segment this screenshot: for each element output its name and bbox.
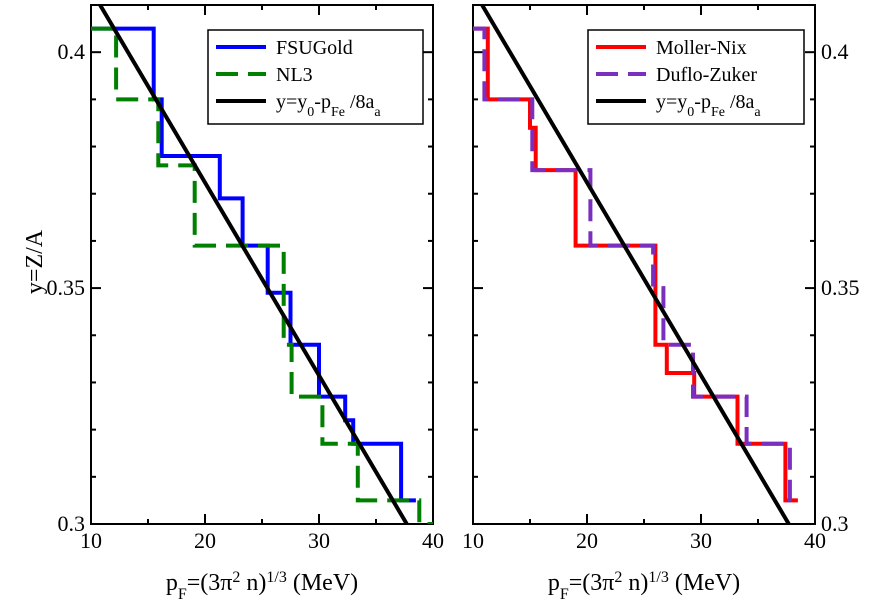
legend-label-sub: Fe: [711, 105, 725, 120]
x-title-sup: 1/3: [648, 569, 668, 586]
series-line-2: [480, 5, 791, 524]
x-title-part: p: [166, 570, 178, 596]
y-tick-label: 0.4: [58, 39, 86, 64]
x-tick-label: 20: [194, 528, 216, 553]
legend-label-0: Moller-Nix: [656, 37, 747, 59]
legend: Moller-Nix Duflo-Zuker y=y0-pFe /8aa: [587, 29, 805, 125]
x-title-sub: F: [178, 586, 187, 602]
x-title-part: n): [240, 570, 266, 596]
y-tick-label: 0.35: [821, 275, 860, 300]
y-tick-label: 0.3: [58, 511, 86, 536]
series-line-1: [91, 26, 433, 524]
x-title-part: =(3π: [569, 570, 615, 596]
x-title-part: (MeV): [287, 570, 358, 596]
legend-label-0: FSUGold: [276, 37, 353, 59]
x-axis-title: pF=(3π2 n)1/3 (MeV): [166, 569, 358, 602]
legend-label-part: -p: [694, 91, 711, 113]
x-tick-label: 30: [690, 528, 712, 553]
legend-label-part: /8a: [345, 91, 375, 113]
x-tick-label: 10: [462, 528, 484, 553]
x-tick-label: 10: [80, 528, 102, 553]
x-tick-label: 40: [422, 528, 444, 553]
legend-label-sub: Fe: [331, 105, 345, 120]
x-axis-title: pF=(3π2 n)1/3 (MeV): [548, 569, 740, 602]
x-title-part: =(3π: [187, 570, 233, 596]
legend-label-1: NL3: [276, 64, 313, 86]
x-tick-label: 30: [308, 528, 330, 553]
series-group: [91, 5, 433, 524]
legend-label-2: y=y0-pFe /8aa: [276, 91, 381, 120]
legend-label-part: y=y: [656, 91, 687, 113]
y-tick-label: 0.35: [47, 275, 86, 300]
x-title-sub: F: [560, 586, 569, 602]
y-axis-title: y=Z/A: [22, 229, 48, 294]
y-tick-label: 0.3: [821, 511, 849, 536]
legend-label-2: y=y0-pFe /8aa: [656, 91, 761, 120]
legend-label-part: y=y: [276, 91, 307, 113]
legend: FSUGold NL3 y=y0-pFe /8aa: [207, 29, 424, 125]
legend-label-sub: 0: [687, 105, 694, 120]
legend-label-sub: a: [754, 105, 761, 120]
x-title-sup: 2: [232, 569, 240, 586]
right-panel: 10 20 30 400.30.350.4Moller-NixDuflo-Zukery…: [462, 4, 860, 602]
x-title-sup: 1/3: [266, 569, 286, 586]
x-title-sup: 2: [614, 569, 622, 586]
legend-label-sub: a: [374, 105, 381, 120]
legend-label-part: /8a: [725, 91, 755, 113]
x-tick-label: 40: [804, 528, 826, 553]
series-group: [473, 5, 801, 524]
legend-label-part: -p: [314, 91, 331, 113]
x-tick-label: 20: [576, 528, 598, 553]
x-title-part: n): [622, 570, 648, 596]
legend-label-sub: 0: [307, 105, 314, 120]
legend-label-1: Duflo-Zuker: [656, 64, 757, 86]
y-tick-label: 0.4: [821, 39, 849, 64]
x-title-part: (MeV): [669, 570, 740, 596]
x-title-part: p: [548, 570, 560, 596]
series-line-2: [98, 5, 409, 524]
